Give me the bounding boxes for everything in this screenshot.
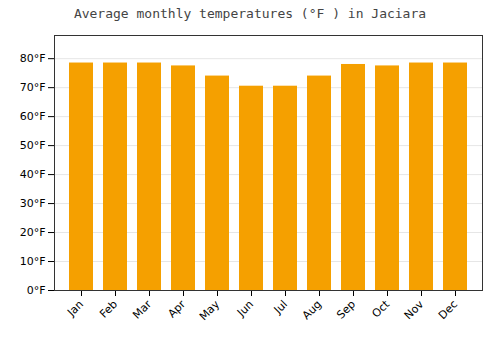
- svg-text:May: May: [197, 297, 223, 323]
- svg-text:Apr: Apr: [165, 297, 188, 320]
- svg-text:Nov: Nov: [402, 297, 427, 322]
- svg-text:Dec: Dec: [436, 298, 460, 322]
- svg-text:Jun: Jun: [234, 298, 256, 320]
- svg-text:80°F: 80°F: [20, 52, 46, 65]
- svg-text:40°F: 40°F: [20, 168, 46, 181]
- svg-text:10°F: 10°F: [20, 255, 46, 268]
- svg-text:30°F: 30°F: [20, 197, 46, 210]
- svg-text:20°F: 20°F: [20, 226, 46, 239]
- svg-text:Oct: Oct: [369, 297, 392, 320]
- svg-text:Feb: Feb: [97, 298, 120, 321]
- svg-text:Jan: Jan: [64, 298, 86, 320]
- svg-text:60°F: 60°F: [20, 110, 46, 123]
- svg-text:0°F: 0°F: [27, 284, 46, 297]
- svg-text:Mar: Mar: [130, 297, 154, 321]
- svg-text:Sep: Sep: [334, 298, 358, 322]
- svg-text:Aug: Aug: [300, 298, 324, 322]
- svg-text:50°F: 50°F: [20, 139, 46, 152]
- svg-text:70°F: 70°F: [20, 81, 46, 94]
- svg-text:Jul: Jul: [271, 298, 290, 317]
- html-text:Average monthly temperatures (: Average monthly temperatures (°F ) in Ja…: [73, 6, 427, 21]
